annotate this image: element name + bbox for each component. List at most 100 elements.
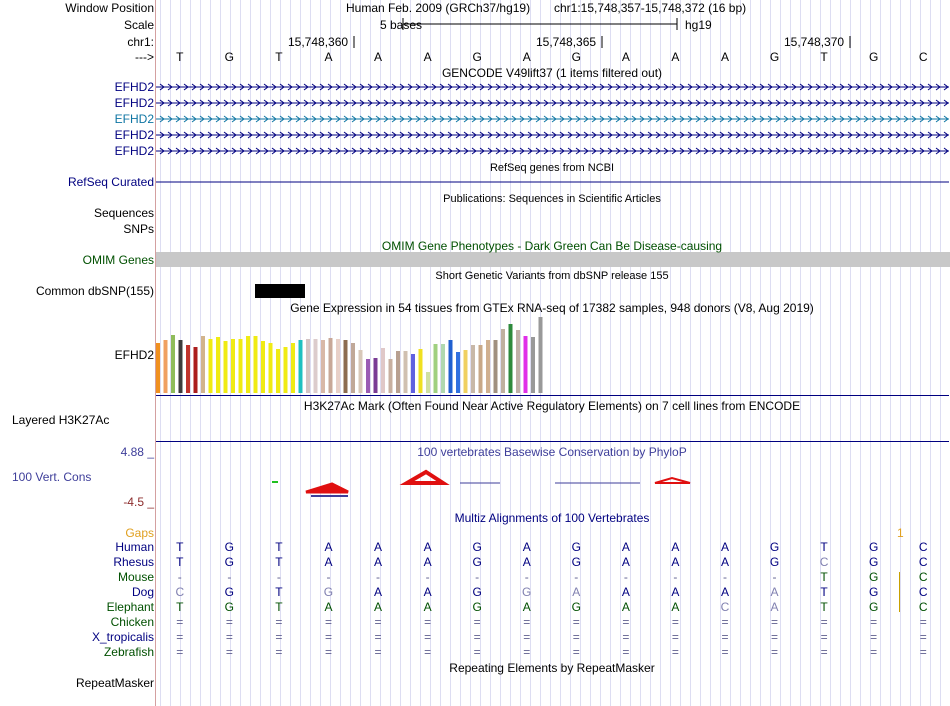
species-label[interactable]: Zebrafish (103, 645, 154, 659)
alignment-base: T (820, 540, 828, 554)
alignment-base: = (771, 630, 779, 644)
alignment-base: = (572, 615, 580, 629)
alignment-base: A (374, 540, 383, 554)
db-text: hg19 (685, 18, 712, 32)
base: T (275, 50, 283, 64)
alignment-base: A (720, 540, 729, 554)
repeatmasker-label[interactable]: RepeatMasker (75, 676, 154, 690)
alignment-base: T (275, 600, 283, 614)
gtex-bar (493, 340, 498, 393)
gtex-bar (163, 340, 168, 393)
dbsnp-feature (255, 284, 305, 298)
gencode-label-5[interactable]: EFHD2 (114, 144, 154, 158)
gtex-bar (186, 345, 190, 393)
alignment-base: = (275, 645, 283, 659)
gaps-label[interactable]: Gaps (125, 526, 154, 540)
refseq-title: RefSeq genes from NCBI (489, 162, 615, 174)
alignment-base: = (176, 630, 184, 644)
species-label[interactable]: X_tropicalis (91, 630, 154, 644)
alignment-base: = (671, 645, 679, 659)
species-label[interactable]: Mouse (117, 570, 154, 584)
alignment-base: = (225, 645, 233, 659)
position-text: chr1:15,748,357-15,748,372 (16 bp) (554, 1, 747, 15)
dbsnp-title: Short Genetic Variants from dbSNP releas… (435, 270, 669, 282)
gtex-bar (448, 340, 453, 393)
alignment-base: = (374, 645, 382, 659)
gencode-label-4[interactable]: EFHD2 (114, 128, 154, 142)
alignment-base: = (622, 615, 630, 629)
gtex-title: Gene Expression in 54 tissues from GTEx … (290, 301, 814, 315)
gtex-bar (238, 339, 243, 393)
base: T (176, 50, 184, 64)
alignment-base: T (176, 555, 184, 569)
alignment-base: = (176, 645, 184, 659)
gtex-bar (328, 338, 333, 393)
species-label[interactable]: Human (115, 540, 154, 554)
species-label[interactable]: Dog (131, 585, 154, 599)
gencode-label-1[interactable]: EFHD2 (114, 80, 154, 94)
gencode-label-3[interactable]: EFHD2 (114, 112, 154, 126)
alignment-base: = (721, 615, 729, 629)
scale-text: 5 bases (380, 18, 423, 32)
alignment-base: = (870, 615, 878, 629)
gtex-bar (411, 354, 415, 393)
alignment-base: G (224, 555, 235, 569)
base: A (621, 50, 630, 64)
alignment-base: A (770, 585, 779, 599)
alignment-base: A (522, 555, 531, 569)
alignment-base: G (868, 570, 879, 584)
phylop-label[interactable]: 100 Vert. Cons (12, 470, 92, 484)
alignment-base: A (621, 555, 630, 569)
alignment-base: C (918, 555, 928, 569)
gtex-bar (193, 347, 198, 393)
gene-arrows (159, 99, 949, 107)
gtex-bar (291, 343, 295, 393)
gtex-bar (276, 349, 280, 393)
phylop-peak (305, 482, 349, 494)
phylop-peak (399, 469, 450, 485)
h3k27ac-label[interactable]: Layered H3K27Ac (12, 413, 110, 427)
species-label[interactable]: Elephant (106, 600, 154, 614)
alignment-base: = (523, 645, 531, 659)
gtex-bar (201, 336, 205, 393)
alignment-base: = (324, 630, 332, 644)
gencode-label-2[interactable]: EFHD2 (114, 96, 154, 110)
alignment-base: G (472, 585, 482, 599)
omim-label[interactable]: OMIM Genes (82, 253, 154, 267)
alignment-base: = (374, 630, 382, 644)
species-label[interactable]: Rhesus (113, 555, 154, 569)
gtex-bar (471, 345, 475, 393)
assembly-text: Human Feb. 2009 (GRCh37/hg19) (346, 1, 531, 15)
alignment-base: = (374, 615, 382, 629)
alignment-base: C (175, 585, 185, 599)
alignment-base: = (424, 645, 432, 659)
pubs-snps-label[interactable]: SNPs (123, 222, 154, 236)
alignment-base: = (721, 630, 729, 644)
alignment-base: C (918, 540, 928, 554)
species-label[interactable]: Chicken (110, 615, 154, 629)
gtex-bar (381, 348, 385, 393)
alignment-base: - (177, 570, 182, 584)
refseq-label[interactable]: RefSeq Curated (67, 175, 154, 189)
alignment-base: A (324, 555, 333, 569)
pubs-sequences-label[interactable]: Sequences (93, 206, 154, 220)
base: A (374, 50, 383, 64)
alignment-base: T (176, 600, 184, 614)
alignment-base: A (720, 585, 729, 599)
base: A (423, 50, 432, 64)
alignment-base: A (671, 555, 680, 569)
gtex-label[interactable]: EFHD2 (114, 348, 154, 362)
gencode-title: GENCODE V49lift37 (1 items filtered out) (441, 66, 663, 80)
alignment-base: T (275, 555, 283, 569)
alignment-base: G (868, 600, 879, 614)
alignment-base: = (572, 630, 580, 644)
phylop-peak (654, 476, 691, 484)
gtex-bar (321, 340, 325, 393)
repeatmasker-title: Repeating Elements by RepeatMasker (449, 661, 655, 675)
alignment-base: = (225, 630, 233, 644)
gene-arrows (159, 131, 949, 139)
alignment-base: A (423, 540, 432, 554)
alignment-base: = (225, 615, 233, 629)
dbsnp-label[interactable]: Common dbSNP(155) (35, 284, 154, 298)
